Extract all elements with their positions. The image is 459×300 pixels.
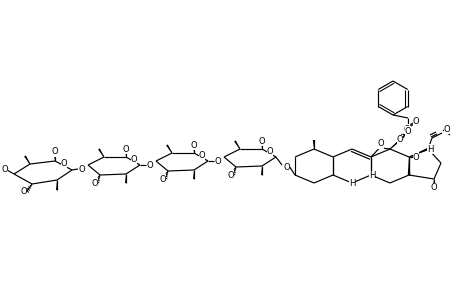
Text: O: O	[283, 163, 290, 172]
Text: H: H	[426, 145, 432, 154]
Polygon shape	[166, 145, 172, 153]
Text: H: H	[368, 172, 375, 181]
Text: O: O	[78, 164, 85, 173]
Text: O: O	[2, 164, 8, 173]
Polygon shape	[234, 140, 240, 149]
Text: O: O	[376, 140, 383, 148]
Text: O: O	[443, 124, 449, 134]
Polygon shape	[125, 174, 127, 183]
Polygon shape	[408, 148, 427, 157]
Text: O: O	[403, 124, 409, 134]
Text: O: O	[266, 146, 273, 155]
Polygon shape	[260, 166, 263, 175]
Polygon shape	[432, 179, 434, 185]
Text: O: O	[404, 127, 410, 136]
Text: O: O	[2, 164, 8, 173]
Polygon shape	[125, 151, 127, 157]
Text: O: O	[412, 118, 419, 127]
Polygon shape	[193, 147, 194, 153]
Polygon shape	[56, 180, 58, 190]
Text: O: O	[130, 154, 137, 164]
Polygon shape	[389, 140, 399, 149]
Text: O: O	[21, 188, 27, 196]
Text: O: O	[396, 136, 403, 145]
Polygon shape	[312, 140, 314, 149]
Text: O: O	[78, 164, 85, 173]
Text: O: O	[146, 160, 153, 169]
Text: O: O	[430, 184, 437, 193]
Text: O: O	[91, 178, 98, 188]
Text: O: O	[159, 175, 166, 184]
Text: O: O	[214, 157, 221, 166]
Polygon shape	[54, 155, 56, 161]
Polygon shape	[407, 157, 409, 175]
Text: O: O	[412, 152, 419, 161]
Polygon shape	[193, 170, 195, 179]
Polygon shape	[261, 143, 262, 149]
Text: O: O	[227, 170, 234, 179]
Text: O: O	[258, 136, 265, 146]
Text: O: O	[61, 158, 67, 167]
Text: O: O	[198, 151, 205, 160]
Text: O: O	[51, 148, 58, 157]
Polygon shape	[24, 155, 30, 164]
Polygon shape	[98, 148, 104, 157]
Polygon shape	[408, 156, 413, 158]
Text: O: O	[123, 145, 129, 154]
Text: O: O	[190, 140, 197, 149]
Text: H: H	[348, 179, 354, 188]
